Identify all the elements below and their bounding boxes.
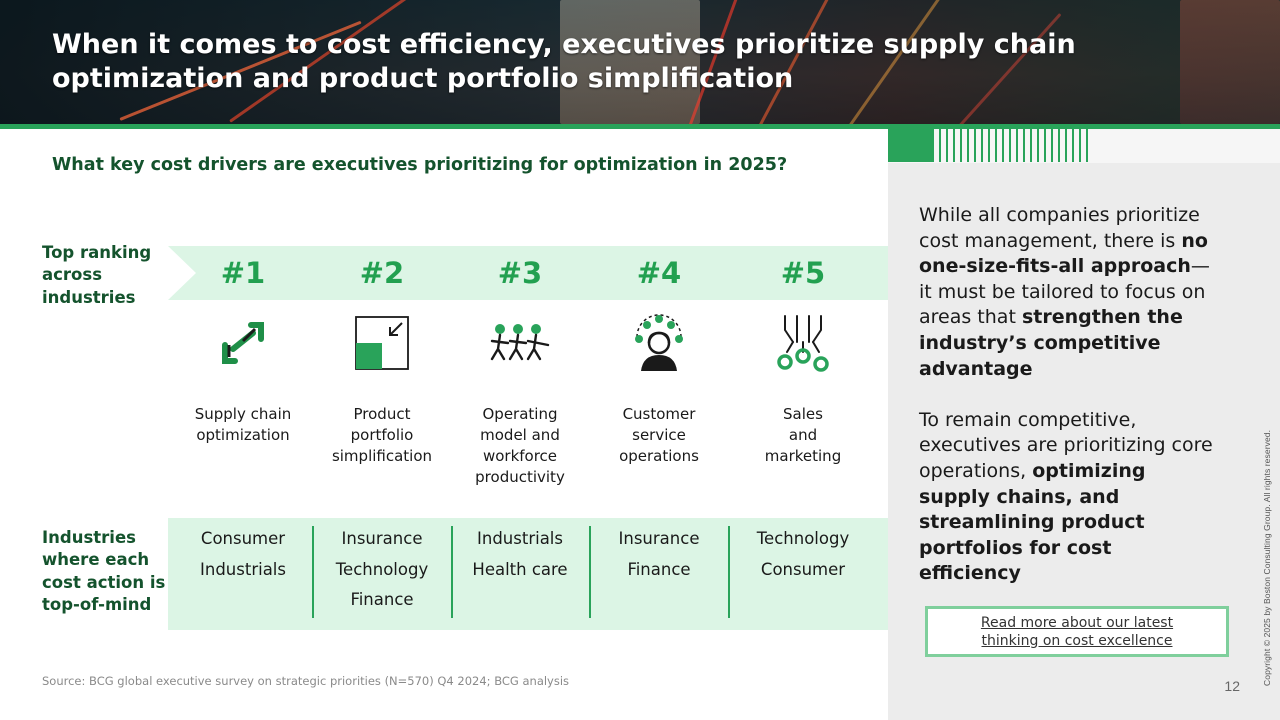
summary-paragraph-2: To remain competitive, executives are pr… [919,408,1213,585]
rank-3: #3 [497,256,543,290]
workforce-group-icon [485,310,555,376]
chain-link-icon [208,310,278,376]
column-label-3: Operating model and workforce productivity [475,405,565,486]
industries-list-1: Consumer Industrials [200,529,286,579]
source-note: Source: BCG global executive survey on s… [42,674,570,688]
shrink-square-icon [347,310,417,376]
decorative-block [888,129,932,162]
industries-list-5: Technology Consumer [756,529,850,579]
industries-list-2: Insurance Technology Finance [335,529,429,610]
decorative-stripes [932,129,1092,162]
page-title: When it comes to cost efficiency, execut… [52,29,1076,94]
column-label-5: Sales and marketing [764,405,842,465]
rank-4: #4 [636,256,682,290]
column-label-2: Product portfolio simplification [331,405,433,465]
summary-paragraph-1: While all companies prioritize cost mana… [919,204,1210,380]
top-ranking-label: Top ranking across industries [42,243,152,307]
copyright-notice: Copyright © 2025 by Boston Consulting Gr… [1262,429,1272,686]
industries-label: Industries where each cost action is top… [42,528,166,615]
ranking-band [168,246,888,300]
industries-list-3: Industrials Health care [472,529,568,579]
industries-band [168,518,888,630]
sales-funnel-icon [768,310,838,376]
column-divider [728,526,730,618]
page-number: 12 [1224,678,1240,694]
column-divider [312,526,314,618]
column-divider [589,526,591,618]
rank-5: #5 [780,256,826,290]
customer-service-icon [624,310,694,376]
header-divider [0,124,1280,129]
column-divider [451,526,453,618]
column-label-1: Supply chain optimization [194,405,292,444]
industries-list-4: Insurance Finance [618,529,700,579]
section-question: What key cost drivers are executives pri… [52,155,788,175]
rank-2: #2 [359,256,405,290]
column-label-4: Customer service operations [619,405,699,465]
summary-text: While all companies prioritize cost mana… [919,203,1219,613]
read-more-link[interactable]: Read more about our latest thinking on c… [925,606,1229,657]
header-banner: When it comes to cost efficiency, execut… [0,0,1280,124]
rank-1: #1 [220,256,266,290]
